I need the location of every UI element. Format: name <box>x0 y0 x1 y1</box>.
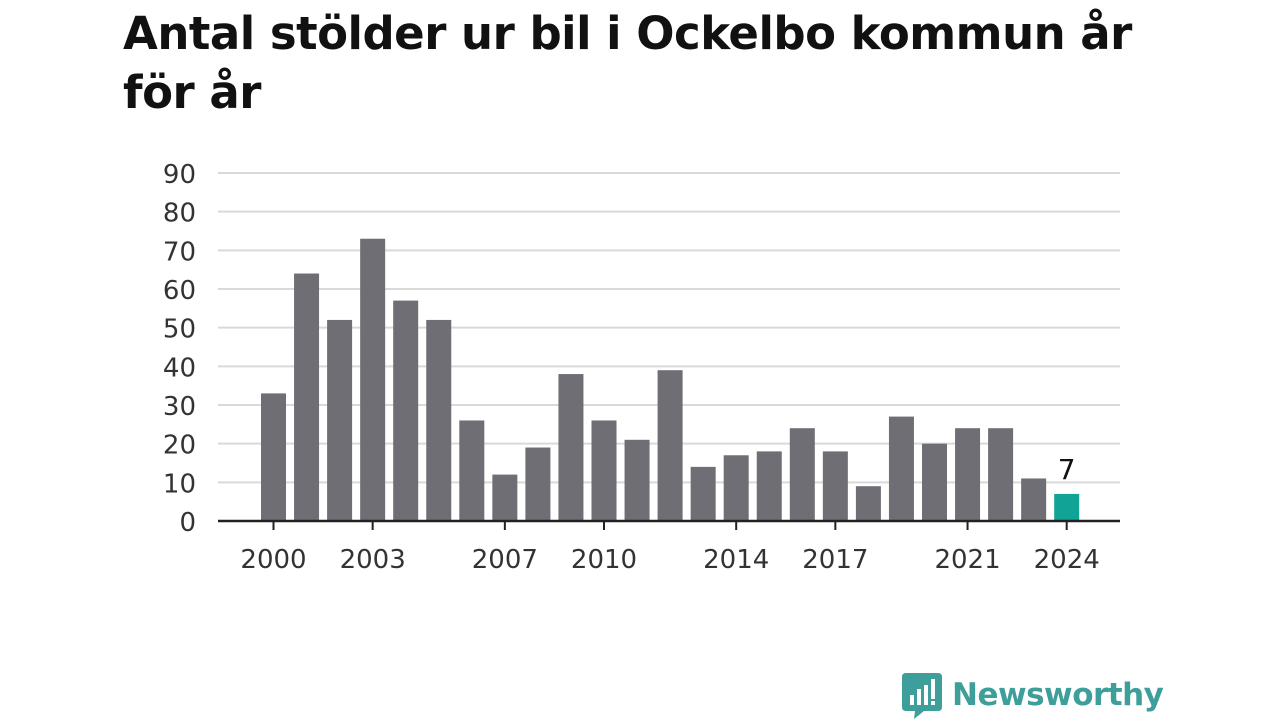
x-tick-label: 2014 <box>703 545 769 575</box>
bar-2009 <box>558 374 584 521</box>
bar-2018 <box>855 486 881 521</box>
bar-2019 <box>888 416 914 521</box>
bar-2017 <box>822 451 848 521</box>
y-tick-label: 0 <box>179 508 196 538</box>
bar-2016 <box>789 428 815 521</box>
y-tick-label: 80 <box>163 199 196 229</box>
y-tick-label: 60 <box>163 276 196 306</box>
bar-2013 <box>690 466 716 521</box>
x-tick-label: 2000 <box>240 545 306 575</box>
y-axis-tick-labels: 0 10 20 30 40 50 60 70 80 90 <box>163 160 196 538</box>
y-tick-label: 50 <box>163 315 196 345</box>
bar-2006 <box>459 420 485 521</box>
bar-2011 <box>624 439 650 521</box>
bar-2010 <box>591 420 617 521</box>
bar-2004 <box>393 300 419 521</box>
y-tick-label: 90 <box>163 160 196 190</box>
chart-title: Antal stölder ur bil i Ockelbo kommun år… <box>123 7 1132 119</box>
data-labels: 7 <box>1058 453 1076 486</box>
y-tick-label: 70 <box>163 237 196 267</box>
bar-2001 <box>294 273 320 521</box>
x-tick-label: 2017 <box>802 545 868 575</box>
x-axis <box>218 519 1120 530</box>
y-tick-label: 20 <box>163 431 196 461</box>
x-axis-tick-labels: 2000 2003 2007 2010 2014 2017 2021 2024 <box>240 545 1099 575</box>
data-label-2024: 7 <box>1058 453 1076 486</box>
y-tick-label: 40 <box>163 353 196 383</box>
bar-2007 <box>492 474 518 521</box>
y-tick-label: 10 <box>163 469 196 499</box>
bar-2015 <box>756 451 782 521</box>
bar-2023 <box>1021 478 1047 521</box>
bar-2008 <box>525 447 551 521</box>
x-tick-label: 2007 <box>472 545 538 575</box>
bar-2021 <box>955 428 981 521</box>
bar-2024 <box>1054 493 1080 521</box>
y-tick-label: 30 <box>163 392 196 422</box>
x-tick-label: 2010 <box>571 545 637 575</box>
bar-chart: 0 10 20 30 40 50 60 70 80 90 2000 2003 2007 2010 2014… <box>163 160 1120 575</box>
bar-2012 <box>657 370 683 521</box>
x-tick-label: 2024 <box>1034 545 1100 575</box>
bar-2014 <box>723 455 749 521</box>
newsworthy-wordmark: Newsworthy <box>952 677 1164 713</box>
bar-2000 <box>261 393 286 521</box>
x-tick-label: 2003 <box>340 545 406 575</box>
bar-2005 <box>426 319 452 521</box>
newsworthy-bar-chart-icon <box>902 673 942 719</box>
bar-2002 <box>327 319 353 521</box>
bar-2022 <box>988 428 1014 521</box>
bar-2020 <box>922 443 947 521</box>
newsworthy-logo: Newsworthy <box>902 670 1164 720</box>
bar-2003 <box>360 238 386 521</box>
bars <box>261 238 1080 521</box>
x-tick-label: 2021 <box>934 545 1000 575</box>
